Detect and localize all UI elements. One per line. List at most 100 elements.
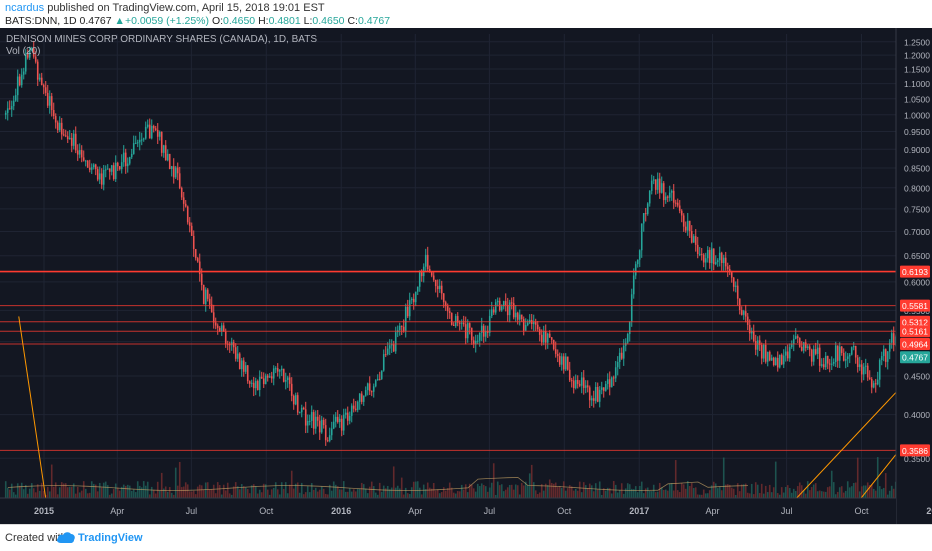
volume-bar: [566, 488, 569, 498]
candle-body: [476, 340, 479, 342]
candle-body: [666, 196, 669, 198]
trend-line: [786, 353, 932, 510]
volume-bar: [378, 482, 381, 498]
candle-body: [650, 180, 653, 191]
candle-body: [34, 56, 37, 62]
volume-bar: [706, 493, 709, 498]
volume-bar: [324, 493, 327, 498]
volume-bar: [304, 492, 307, 498]
volume-bar: [166, 491, 169, 498]
volume-bar: [104, 481, 107, 498]
candle-body: [414, 291, 417, 303]
publish-header: ncardus published on TradingView.com, Ap…: [0, 0, 932, 28]
candle-body: [602, 387, 605, 391]
volume-bar: [430, 488, 433, 498]
candle-body: [674, 202, 677, 204]
candle-body: [102, 170, 105, 185]
volume-bar: [6, 487, 9, 498]
volume-bar: [266, 489, 269, 498]
volume-bar: [416, 481, 419, 498]
candle-body: [188, 222, 191, 226]
candle-body: [600, 387, 603, 390]
volume-bar: [642, 493, 645, 498]
candle-body: [10, 106, 13, 110]
candle-body: [336, 416, 339, 422]
chart-area[interactable]: 1.2500 1.2000 1.1500 1.1000 1.0500 1.0000 0.95…: [0, 28, 932, 524]
volume-bar: [854, 482, 857, 498]
volume-indicator-label[interactable]: Vol (20): [6, 46, 41, 57]
candle-body: [830, 363, 833, 365]
volume-bar: [846, 481, 849, 498]
open-value: 0.4650: [223, 15, 256, 27]
price-chart[interactable]: 1.2500 1.2000 1.1500 1.1000 1.0500 1.0000 0.95…: [0, 28, 932, 524]
candle-body: [356, 401, 359, 410]
volume-bar: [506, 487, 509, 498]
candle-body: [466, 323, 469, 339]
time-axis[interactable]: 2015 Apr Jul Oct 2016 Apr Jul Oct 2017 Apr Jul Oct 2…: [0, 497, 932, 524]
volume-bar: [552, 483, 555, 498]
volume-bar: [772, 487, 775, 498]
volume-bar: [478, 486, 481, 498]
volume-bar: [64, 483, 67, 498]
level-price-tag: 0.6193: [902, 267, 928, 277]
volume-bar: [494, 494, 497, 498]
candle-body: [712, 248, 715, 265]
price-tick-label: 1.2500: [904, 37, 930, 47]
candle-body: [500, 306, 503, 311]
candle-body: [56, 122, 59, 131]
volume-bar: [680, 483, 683, 498]
time-tick-label: 2017: [629, 506, 649, 516]
volume-bar: [352, 489, 355, 498]
volume-bar: [652, 484, 655, 498]
trend-lines[interactable]: [18, 52, 932, 510]
volume-bar: [348, 488, 351, 498]
volume-bar: [384, 488, 387, 498]
candle-body: [516, 312, 519, 320]
candle-body: [250, 382, 253, 384]
volume-bar: [800, 485, 803, 498]
volume-bar: [616, 492, 619, 498]
candle-body: [822, 364, 825, 368]
volume-bar: [832, 482, 835, 498]
candle-body: [854, 345, 857, 358]
price-change: +0.0059 (+1.25%): [124, 15, 210, 27]
price-axis[interactable]: 1.2500 1.2000 1.1500 1.1000 1.0500 1.0000 0.95…: [895, 28, 932, 524]
candle-body: [714, 262, 717, 265]
time-axis-bg: [0, 498, 896, 524]
candle-body: [728, 269, 731, 273]
candle-body: [574, 379, 577, 389]
candle-body: [254, 381, 257, 389]
high-value: 0.4801: [268, 15, 301, 27]
volume-bar: [412, 481, 415, 498]
volume-bar: [762, 493, 765, 498]
tradingview-brand[interactable]: TradingView: [78, 532, 143, 544]
volume-bar: [448, 482, 451, 498]
volume-bar: [354, 491, 357, 498]
candle-body: [568, 369, 571, 381]
last-price: 0.4767: [79, 15, 112, 27]
volume-bar: [444, 490, 447, 498]
volume-bar: [330, 490, 333, 498]
volume-bar: [458, 491, 461, 498]
candle-body: [606, 379, 609, 384]
volume-bar: [746, 492, 749, 498]
volume-bar: [658, 482, 661, 498]
volume-bar: [492, 463, 495, 498]
volume-bar: [556, 487, 559, 498]
candle-body: [198, 261, 201, 275]
volume-bar: [700, 494, 703, 498]
candle-body: [328, 435, 331, 441]
author-link[interactable]: ncardus: [5, 2, 45, 14]
candle-body: [32, 48, 35, 57]
candle-body: [636, 259, 639, 265]
candle-body: [272, 368, 275, 379]
volume-bar: [40, 482, 43, 498]
volume-bar: [58, 487, 61, 498]
volume-bar: [522, 485, 525, 498]
candle-body: [212, 312, 215, 323]
candle-body: [556, 353, 559, 357]
candle-body: [180, 187, 183, 198]
volume-bar: [118, 490, 121, 498]
candle-body: [366, 383, 369, 391]
horizontal-levels[interactable]: [0, 270, 896, 451]
